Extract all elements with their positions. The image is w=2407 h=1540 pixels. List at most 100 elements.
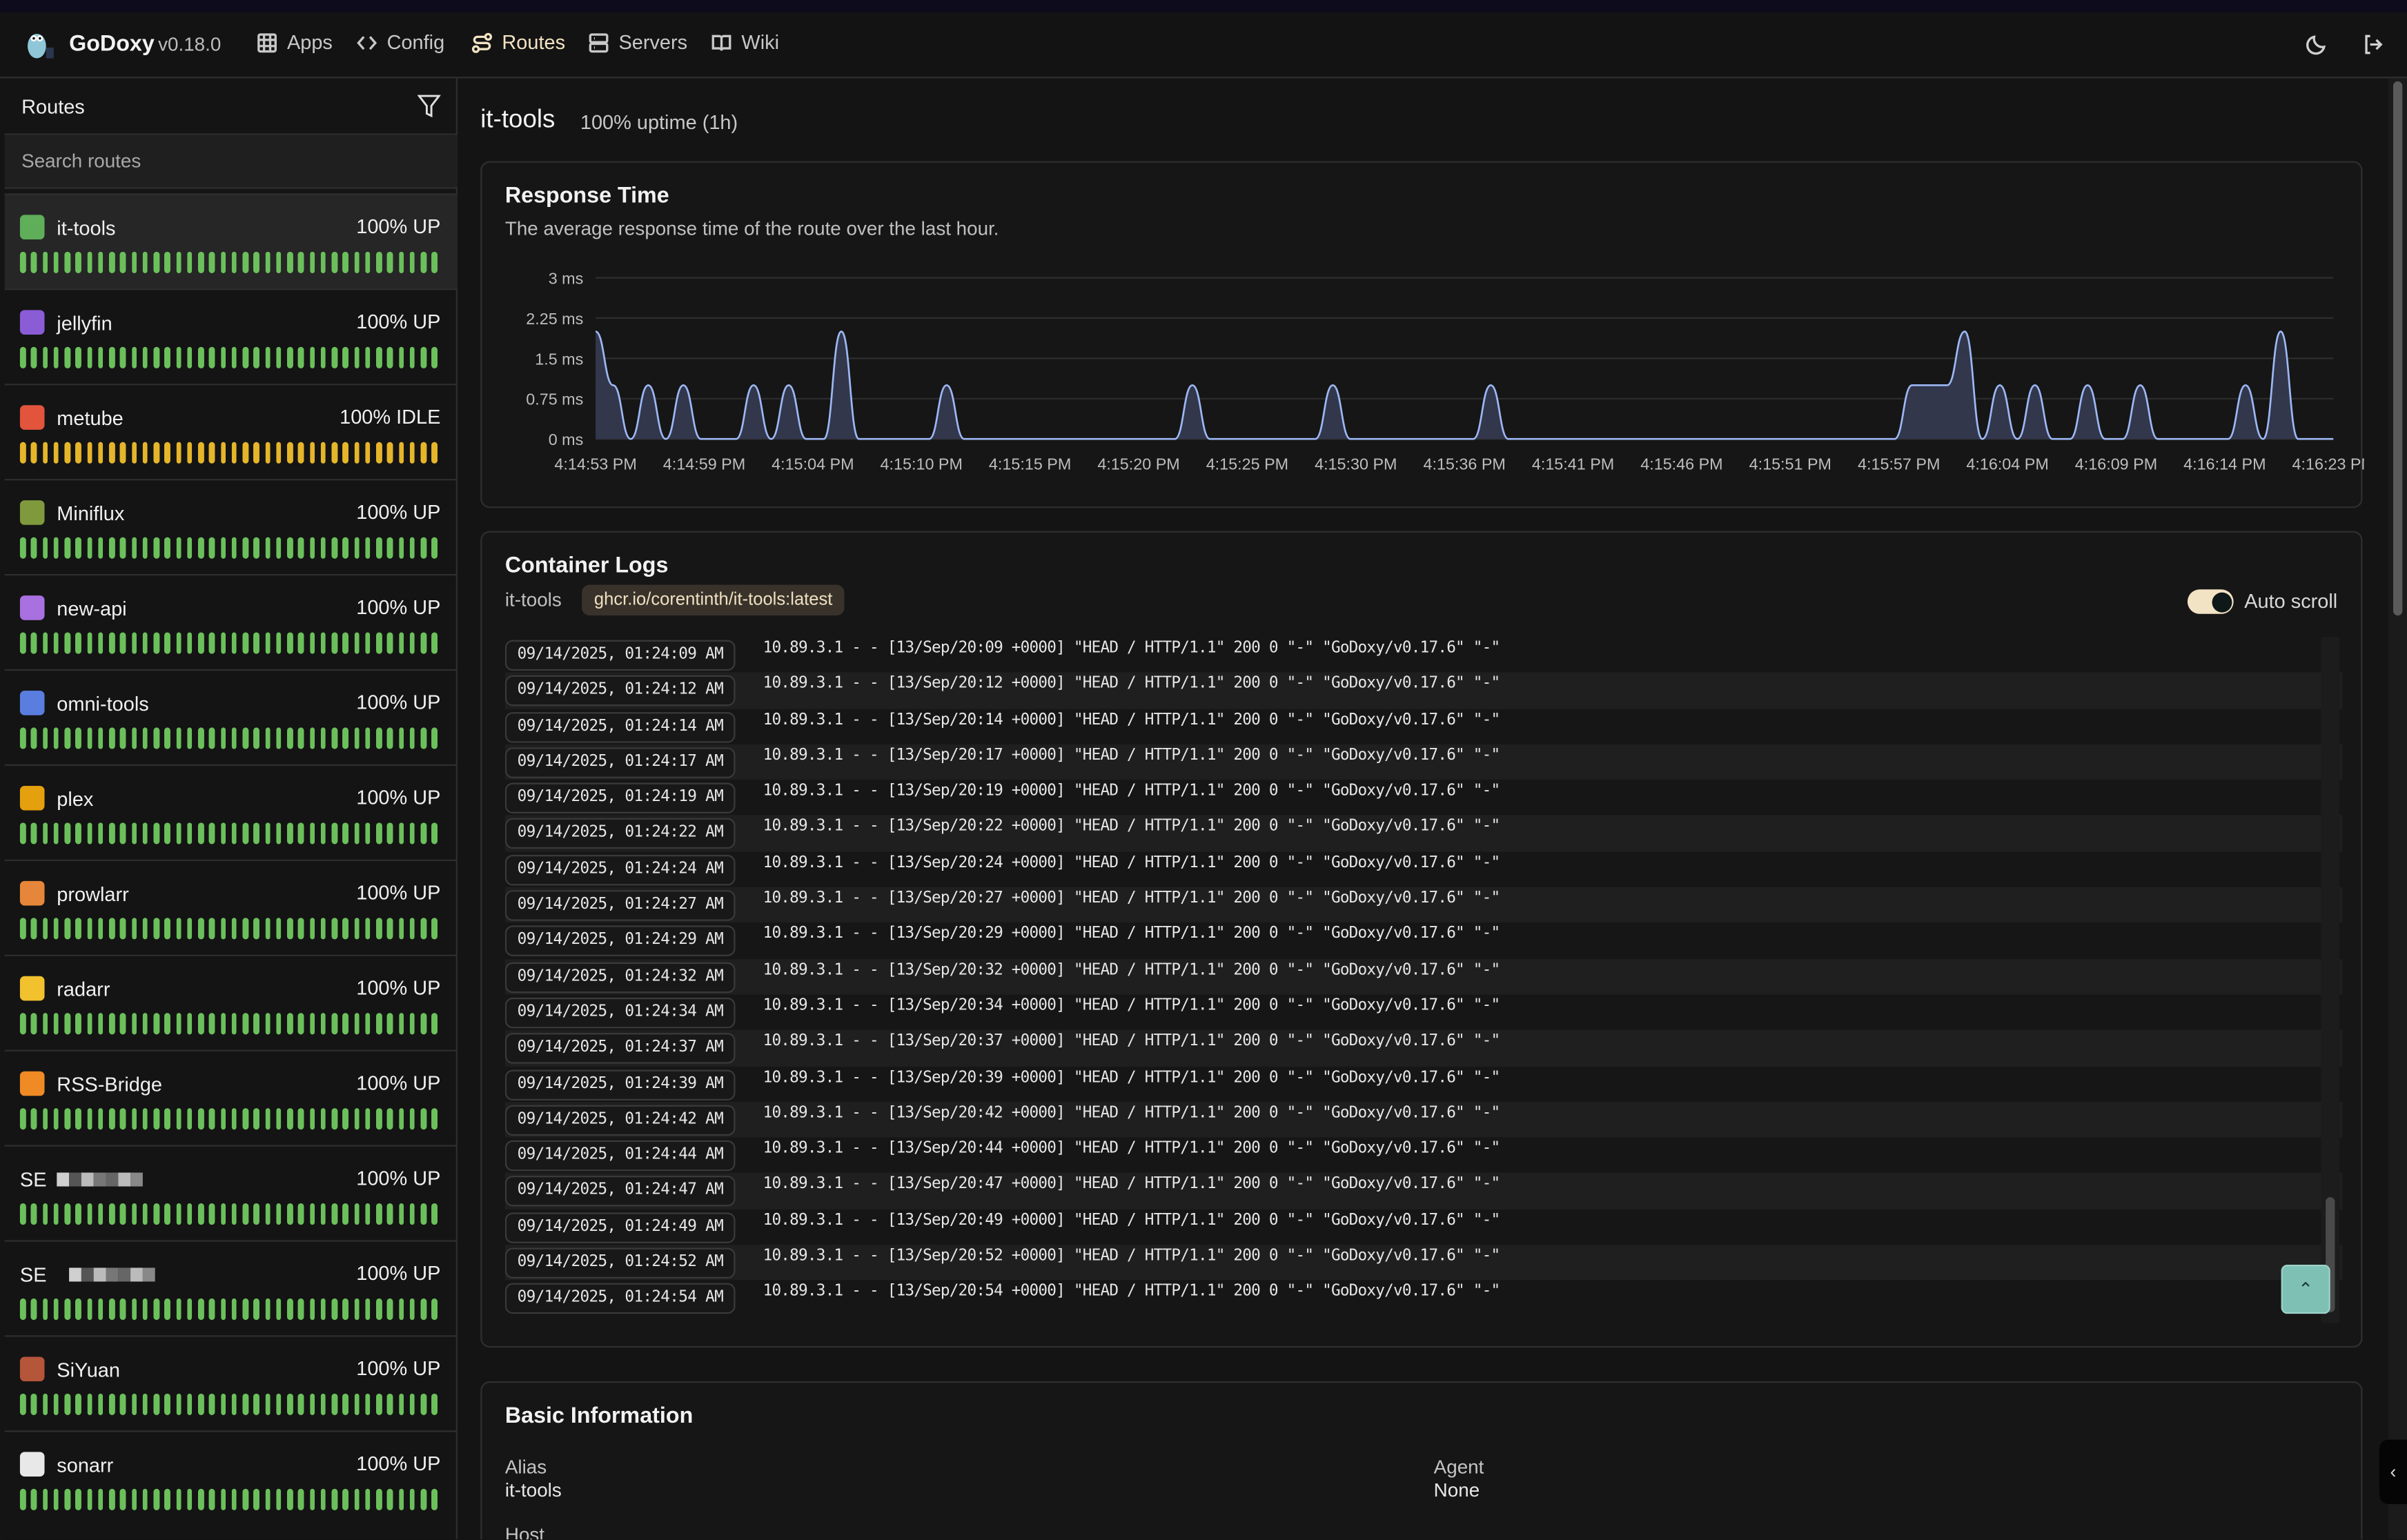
uptime-bars xyxy=(19,1203,438,1225)
uptime-bar xyxy=(108,1203,115,1225)
route-item[interactable]: SE 100% UP xyxy=(4,1145,458,1240)
uptime-bar xyxy=(431,1013,438,1035)
y-tick-label: 0 ms xyxy=(549,431,584,448)
uptime-bar xyxy=(376,918,382,940)
filter-icon[interactable] xyxy=(417,94,441,119)
uptime-bar xyxy=(164,727,170,749)
route-item[interactable]: metube 100% IDLE xyxy=(4,384,458,479)
nav-config[interactable]: Config xyxy=(356,30,444,54)
uptime-bar xyxy=(420,727,426,749)
route-status: 100% UP xyxy=(356,1071,441,1095)
uptime-bar xyxy=(353,1393,360,1415)
uptime-bar xyxy=(298,918,304,940)
route-item[interactable]: Miniflux 100% UP xyxy=(4,479,458,574)
log-row: 09/14/2025, 01:24:54 AM 10.89.3.1 - - [13… xyxy=(504,1281,2343,1316)
uptime-bar xyxy=(186,1203,193,1225)
uptime-bar xyxy=(420,346,426,368)
uptime-bar xyxy=(286,346,293,368)
uptime-bar xyxy=(42,442,48,464)
uptime-bar xyxy=(186,346,193,368)
uptime-bar xyxy=(86,727,92,749)
uptime-bar xyxy=(19,727,26,749)
uptime-bar xyxy=(142,1108,148,1130)
log-timestamp: 09/14/2025, 01:24:14 AM xyxy=(504,711,736,742)
uptime-bar xyxy=(298,1298,304,1321)
collapse-panel-button[interactable]: ‹ xyxy=(2379,1439,2407,1505)
uptime-bar xyxy=(153,918,159,940)
nav-label: Wiki xyxy=(741,30,780,54)
route-item[interactable]: new-api 100% UP xyxy=(4,573,458,669)
uptime-bar xyxy=(298,632,304,654)
uptime-bar xyxy=(309,1393,315,1415)
scroll-to-top-button[interactable]: ⌃ xyxy=(2281,1264,2330,1314)
uptime-bar xyxy=(175,822,181,845)
uptime-bar xyxy=(398,727,404,749)
uptime-bar xyxy=(19,632,26,654)
uptime-bar xyxy=(231,1393,237,1415)
uptime-bar xyxy=(19,1013,26,1035)
uptime-bar xyxy=(108,1393,115,1415)
nav-servers[interactable]: Servers xyxy=(588,30,687,54)
uptime-bar xyxy=(19,918,26,940)
uptime-bar xyxy=(97,727,104,749)
x-tick-label: 4:15:41 PM xyxy=(1532,455,1614,473)
search-routes-input[interactable] xyxy=(4,135,458,189)
page-scrollbar[interactable] xyxy=(2388,78,2407,1540)
uptime-bar xyxy=(175,727,181,749)
uptime-bar xyxy=(97,442,104,464)
uptime-bar xyxy=(97,1393,104,1415)
uptime-bar xyxy=(186,1108,193,1130)
uptime-bar xyxy=(142,1488,148,1510)
logout-icon[interactable] xyxy=(2361,32,2386,57)
log-scrollbar[interactable] xyxy=(2321,637,2340,1323)
uptime-bar xyxy=(186,442,193,464)
uptime-bar xyxy=(120,1393,126,1415)
auto-scroll-toggle[interactable] xyxy=(2187,589,2234,614)
uptime-bar xyxy=(387,918,393,940)
route-item[interactable]: sonarr 100% UP xyxy=(4,1430,458,1526)
uptime-bar xyxy=(331,1298,337,1321)
route-name: Miniflux xyxy=(57,502,125,525)
uptime-bar xyxy=(31,1108,37,1130)
uptime-bar xyxy=(431,537,438,559)
route-item[interactable]: jellyfin 100% UP xyxy=(4,288,458,384)
route-item[interactable]: SE 100% UP xyxy=(4,1240,458,1335)
window-top-strip xyxy=(0,0,2407,12)
uptime-bar xyxy=(342,442,348,464)
uptime-bar xyxy=(42,822,48,845)
log-row: 09/14/2025, 01:24:09 AM 10.89.3.1 - - [13… xyxy=(504,637,2343,673)
uptime-bar xyxy=(186,1013,193,1035)
route-item[interactable]: omni-tools 100% UP xyxy=(4,669,458,764)
uptime-bar xyxy=(153,442,159,464)
nav-label: Routes xyxy=(502,30,566,54)
uptime-bar xyxy=(398,1298,404,1321)
uptime-bar xyxy=(253,1013,259,1035)
route-icon xyxy=(19,1452,45,1477)
uptime-bar xyxy=(97,822,104,845)
uptime-bar xyxy=(186,822,193,845)
page-scrollbar-thumb[interactable] xyxy=(2393,81,2403,616)
uptime-bar xyxy=(31,1488,37,1510)
log-row: 09/14/2025, 01:24:22 AM 10.89.3.1 - - [13… xyxy=(504,816,2343,852)
theme-toggle-moon-icon[interactable] xyxy=(2304,32,2329,57)
uptime-bar xyxy=(42,1488,48,1510)
uptime-bar xyxy=(309,1108,315,1130)
y-tick-label: 0.75 ms xyxy=(526,391,583,408)
uptime-bar xyxy=(209,1108,215,1130)
nav-wiki[interactable]: Wiki xyxy=(711,30,780,54)
route-item[interactable]: SiYuan 100% UP xyxy=(4,1335,458,1430)
route-item[interactable]: prowlarr 100% UP xyxy=(4,859,458,955)
nav-apps[interactable]: Apps xyxy=(256,30,333,54)
route-icon xyxy=(19,691,45,715)
route-item[interactable]: plex 100% UP xyxy=(4,764,458,860)
log-row: 09/14/2025, 01:24:29 AM 10.89.3.1 - - [13… xyxy=(504,923,2343,959)
route-item[interactable]: it-tools 100% UP xyxy=(4,193,458,289)
uptime-bar xyxy=(19,442,26,464)
route-item[interactable]: radarr 100% UP xyxy=(4,954,458,1050)
brand-name: GoDoxy xyxy=(69,32,155,57)
uptime-bar xyxy=(253,251,259,273)
nav-routes[interactable]: Routes xyxy=(471,30,566,54)
log-row: 09/14/2025, 01:24:19 AM 10.89.3.1 - - [13… xyxy=(504,780,2343,816)
uptime-bar xyxy=(298,346,304,368)
route-item[interactable]: RSS-Bridge 100% UP xyxy=(4,1049,458,1145)
